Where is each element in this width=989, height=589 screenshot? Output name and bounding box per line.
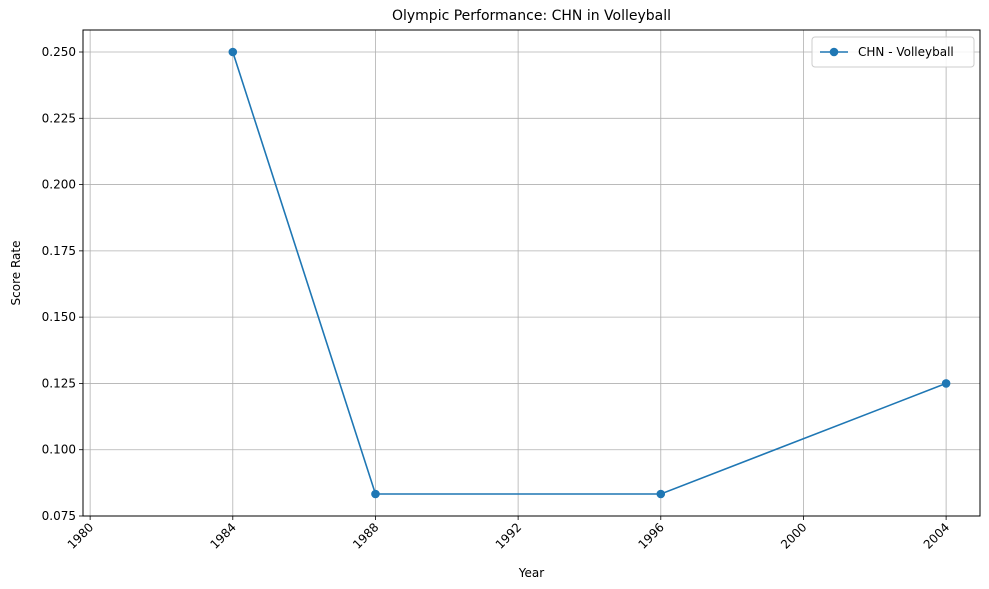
legend-marker	[829, 47, 839, 57]
data-point	[371, 489, 380, 499]
series-line	[232, 51, 947, 495]
grid	[83, 30, 980, 517]
data-point	[228, 47, 238, 57]
legend: CHN - Volleyball	[811, 36, 975, 68]
y-tick-label: 0.250	[42, 45, 76, 59]
y-tick-label: 0.100	[42, 443, 76, 457]
series-layer	[228, 47, 951, 499]
y-tick-label: 0.225	[42, 111, 76, 125]
y-tick-label: 0.125	[42, 376, 76, 390]
y-axis-label: Score Rate	[9, 241, 23, 306]
y-tick-label: 0.150	[42, 310, 76, 324]
data-point	[941, 379, 951, 388]
y-axis: 0.075 0.100 0.125 0.150 0.175 0.200 0.225 0.250	[42, 45, 83, 523]
chart-title: Olympic Performance: CHN in Volleyball	[392, 8, 671, 24]
plot-frame	[82, 29, 981, 517]
y-tick-label: 0.175	[42, 244, 76, 258]
data-point	[656, 489, 666, 499]
x-axis-label: Year	[518, 566, 544, 580]
legend-label: CHN - Volleyball	[858, 45, 954, 59]
legend-box	[811, 36, 975, 68]
y-tick-label: 0.200	[42, 178, 76, 192]
y-tick-label: 0.075	[42, 509, 76, 523]
